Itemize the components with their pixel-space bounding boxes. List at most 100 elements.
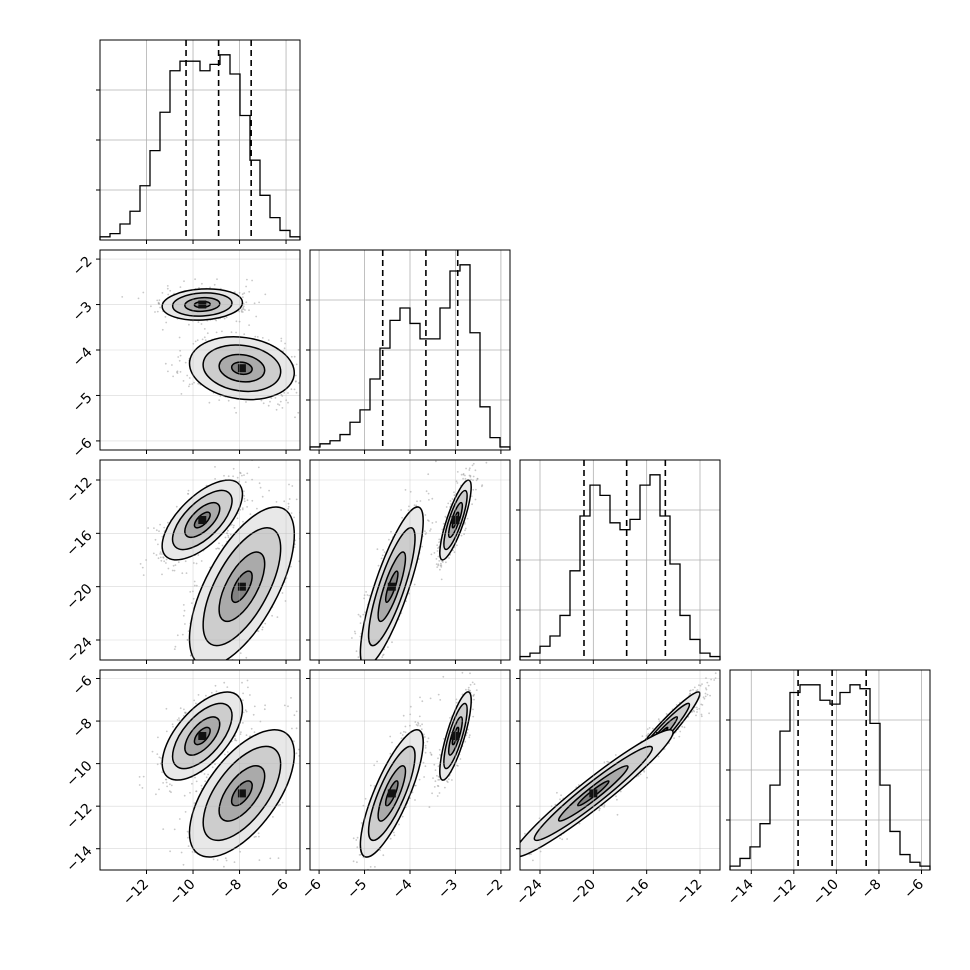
sample-point	[234, 737, 237, 740]
sample-point	[366, 594, 369, 596]
sample-point	[210, 661, 212, 663]
sample-point	[215, 664, 217, 666]
sample-point	[216, 859, 219, 861]
sample-point	[242, 308, 245, 311]
sample-point	[365, 591, 367, 593]
sample-point	[193, 584, 196, 587]
sample-point	[157, 736, 159, 739]
sample-point	[440, 578, 443, 581]
panel-frame	[99, 39, 301, 241]
sample-point	[167, 567, 170, 570]
sample-point	[236, 517, 239, 520]
sample-point	[376, 548, 379, 551]
sample-point	[243, 333, 246, 336]
sample-point	[261, 628, 264, 631]
sample-point	[225, 316, 228, 319]
sample-point	[183, 708, 185, 711]
sample-point	[246, 472, 249, 475]
sample-point	[177, 561, 180, 564]
sample-point	[179, 666, 181, 668]
sample-point	[189, 591, 192, 593]
sample-point	[474, 498, 477, 501]
sample-point	[215, 547, 218, 550]
sample-point	[247, 686, 249, 689]
sample-point	[174, 564, 177, 566]
sample-point	[173, 569, 176, 572]
sample-point	[178, 717, 180, 719]
sample-point	[214, 466, 216, 468]
sample-point	[167, 521, 169, 524]
sample-point	[197, 554, 200, 556]
sample-point	[176, 370, 179, 373]
sample-point	[381, 554, 384, 557]
sample-point	[172, 725, 174, 728]
sample-point	[293, 355, 296, 358]
sample-point	[267, 339, 270, 341]
sample-point	[184, 361, 187, 364]
sample-point	[283, 500, 286, 503]
sample-point	[264, 293, 267, 296]
sample-point	[240, 731, 242, 734]
sample-point	[175, 505, 178, 508]
sample-point	[165, 707, 168, 710]
sample-point	[188, 385, 190, 388]
sample-point	[214, 684, 217, 687]
sample-point	[162, 782, 165, 784]
histogram-panel-1	[306, 249, 511, 454]
sample-point	[297, 382, 300, 384]
sample-point	[413, 504, 416, 507]
scatter-panel-2-1	[306, 459, 511, 668]
sample-point	[182, 614, 185, 617]
sample-point	[165, 562, 167, 564]
sample-point	[257, 630, 260, 633]
sample-point	[236, 476, 239, 479]
sample-point	[425, 490, 428, 493]
sample-point	[453, 494, 456, 497]
panel-frame	[729, 669, 931, 871]
sample-point	[437, 555, 440, 558]
sample-point	[200, 323, 203, 325]
sample-point	[186, 374, 189, 377]
sample-point	[294, 416, 296, 419]
sample-point	[184, 560, 187, 563]
sample-point	[241, 507, 244, 509]
sample-point	[186, 830, 189, 833]
sample-point	[354, 632, 357, 635]
sample-point	[190, 602, 193, 604]
sample-point	[151, 750, 154, 753]
scatter-panel-2-0	[96, 459, 301, 668]
sample-point	[290, 355, 293, 358]
sample-point	[293, 516, 295, 519]
sample-point	[481, 484, 484, 486]
sample-point	[437, 547, 439, 549]
sample-point	[462, 473, 465, 475]
sample-point	[158, 788, 160, 791]
sample-point	[233, 407, 236, 409]
sample-point	[243, 474, 245, 476]
sample-point	[460, 473, 463, 476]
sample-point	[431, 497, 434, 500]
sample-point	[246, 679, 249, 682]
sample-point	[182, 604, 185, 606]
sample-point	[194, 340, 197, 343]
sample-point	[249, 513, 252, 515]
sample-point	[375, 666, 377, 668]
sample-point	[287, 507, 290, 510]
sample-point	[232, 526, 235, 529]
sample-point	[243, 495, 246, 497]
sample-point	[257, 466, 260, 469]
sample-point	[169, 783, 171, 786]
sample-point	[142, 291, 145, 294]
sample-point	[441, 560, 444, 563]
sample-point	[442, 522, 445, 525]
sample-point	[193, 381, 195, 384]
sample-point	[160, 757, 162, 759]
sample-point	[435, 563, 438, 565]
sample-point	[293, 388, 296, 391]
sample-point	[163, 526, 166, 529]
sample-point	[197, 665, 199, 667]
sample-point	[390, 530, 392, 533]
sample-point	[245, 656, 248, 659]
sample-point	[164, 316, 167, 318]
